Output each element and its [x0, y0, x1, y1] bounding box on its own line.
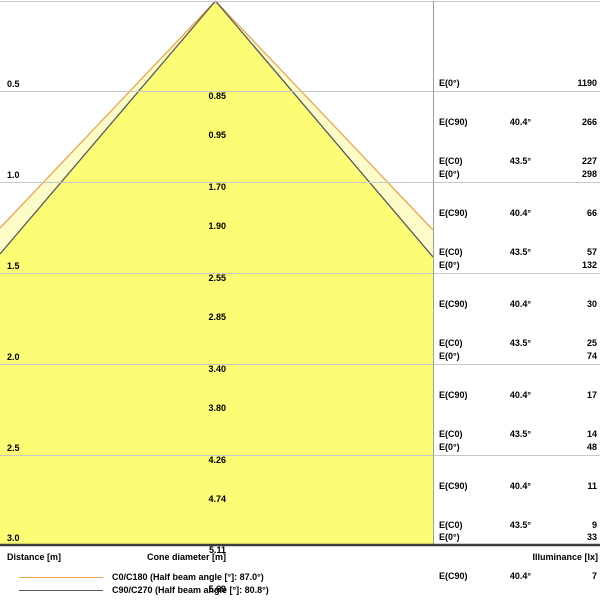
ec0-angle: 43.5° [509, 429, 531, 439]
ec0-angle: 43.5° [509, 156, 531, 166]
ec90-value: 30 [586, 299, 597, 309]
ec0-label: E(C0) [439, 338, 463, 348]
e0-value: 298 [581, 169, 597, 179]
ec90-angle: 40.4° [509, 481, 531, 491]
ec0-value: 14 [586, 429, 597, 439]
cone-diameter-c90: 5.11 [208, 545, 226, 555]
e0-value: 33 [586, 532, 597, 542]
ec90-angle: 40.4° [509, 117, 531, 127]
cone-diameter-c90: 0.85 [208, 91, 226, 101]
cone-diameter-c0: 0.95 [208, 130, 226, 140]
ec90-label: E(C90) [439, 571, 468, 581]
ec90-label: E(C90) [439, 299, 468, 309]
legend-line-c0c180 [19, 577, 103, 578]
distance-label-1-0: 1.0 [7, 170, 20, 180]
e0-label: E(0°) [439, 532, 460, 542]
distance-axis-label: Distance [m] [7, 552, 62, 562]
ec0-value: 25 [586, 338, 597, 348]
illuminance-group-0-5m: E(0°) 1190 E(C90) 40.4° 266 E(C0) 43.5° 227 [439, 51, 597, 194]
cone-diameter-c0: 3.80 [208, 403, 226, 413]
cone-diameter-c0: 5.69 [208, 584, 226, 594]
e0-label: E(0°) [439, 260, 460, 270]
ec90-value: 11 [587, 481, 597, 491]
illuminance-group-1-0m: E(0°) 298 E(C90) 40.4° 66 E(C0) 43.5° 57 [439, 142, 597, 285]
illuminance-group-2-0m: E(0°) 74 E(C90) 40.4° 17 E(C0) 43.5° 14 [439, 324, 597, 467]
ec0-value: 227 [581, 156, 597, 166]
cone-diameter-c90: 3.40 [208, 364, 226, 374]
illuminance-group-3-0m: E(0°)33 E(C90)40.4°7 E(C0)43.5°6 [439, 505, 597, 600]
e0-label: E(0°) [439, 78, 460, 88]
ec0-value: 57 [586, 247, 597, 257]
cone-diameter-c0: 4.74 [208, 494, 226, 504]
cone-diameter-pair-2-5m: 4.26 4.74 [0, 428, 226, 532]
e0-label: E(0°) [439, 169, 460, 179]
ec90-label: E(C90) [439, 390, 468, 400]
ec0-label: E(C0) [439, 247, 463, 257]
ec0-angle: 43.5° [509, 338, 531, 348]
ec0-label: E(C0) [439, 429, 463, 439]
ec90-angle: 40.4° [509, 299, 531, 309]
cone-diameter-pair-1-5m: 2.55 2.85 [0, 246, 226, 350]
ec90-angle: 40.4° [509, 571, 531, 581]
legend-line-c90c270 [19, 590, 103, 591]
ec90-value: 7 [591, 571, 597, 581]
cone-diameter-c90: 1.70 [208, 182, 226, 192]
e0-value: 132 [581, 260, 597, 270]
e0-value: 1190 [577, 78, 597, 88]
cone-diameter-axis-label: Cone diameter [m] [146, 552, 226, 562]
cone-diameter-pair-0-5m: 0.85 0.95 [0, 64, 226, 168]
cone-diameter-c90: 2.55 [208, 273, 226, 283]
cone-edge-c0c180-right [215, 0, 434, 231]
illuminance-group-1-5m: E(0°) 132 E(C90) 40.4° 30 E(C0) 43.5° 25 [439, 233, 597, 376]
distance-label-3-0: 3.0 [7, 533, 20, 543]
e0-value: 48 [586, 442, 597, 452]
ec90-label: E(C90) [439, 481, 468, 491]
distance-label-1-5: 1.5 [7, 261, 20, 271]
cone-edge-c90c270-right [215, 0, 434, 258]
ec0-label: E(C0) [439, 156, 463, 166]
legend-label-c90c270: C90/C270 (Half beam angle [°]: 80.8°) [112, 585, 269, 595]
distance-label-2-5: 2.5 [7, 443, 20, 453]
cone-diameter-pair-3-0m: 5.11 5.69 [0, 518, 226, 600]
illuminance-group-2-5m: E(0°) 48 E(C90) 40.4° 11 E(C0) 43.5° 9 [439, 415, 597, 558]
cone-edge-c90c270-left [0, 0, 216, 255]
distance-label-0-5: 0.5 [7, 79, 20, 89]
ec90-angle: 40.4° [509, 390, 531, 400]
ec0-label: E(C0) [439, 520, 463, 530]
ec90-label: E(C90) [439, 117, 468, 127]
cone-diameter-c0: 1.90 [208, 221, 226, 231]
cone-diameter-pair-2-0m: 3.40 3.80 [0, 337, 226, 441]
ec90-value: 17 [586, 390, 597, 400]
ec90-label: E(C90) [439, 208, 468, 218]
ec0-angle: 43.5° [509, 520, 531, 530]
legend-label-c0c180: C0/C180 (Half beam angle [°]: 87.0°) [112, 572, 264, 582]
cone-diameter-pair-1-0m: 1.70 1.90 [0, 155, 226, 259]
cone-chart-canvas [0, 0, 600, 547]
ec0-angle: 43.5° [509, 247, 531, 257]
e0-label: E(0°) [439, 442, 460, 452]
illuminance-axis-label: Illuminance [lx] [532, 552, 598, 562]
ec90-angle: 40.4° [509, 208, 531, 218]
ec90-value: 66 [586, 208, 597, 218]
e0-label: E(0°) [439, 351, 460, 361]
e0-value: 74 [586, 351, 597, 361]
ec90-value: 266 [581, 117, 597, 127]
cone-diameter-c90: 4.26 [208, 455, 226, 465]
distance-label-2-0: 2.0 [7, 352, 20, 362]
cone-edge-c0c180-left [0, 0, 216, 229]
cone-diameter-c0: 2.85 [208, 312, 226, 322]
ec0-value: 9 [591, 520, 597, 530]
